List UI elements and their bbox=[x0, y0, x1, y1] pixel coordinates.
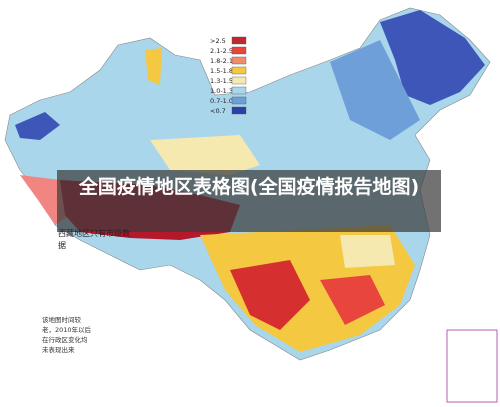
region-mid bbox=[150, 135, 260, 175]
legend-swatch bbox=[231, 56, 247, 65]
legend-label: 1.0-1.3 bbox=[210, 87, 233, 95]
legend-swatch bbox=[231, 96, 247, 105]
note-line: 老，2010年以后 bbox=[42, 326, 92, 334]
legend-label: 1.5-1.8 bbox=[210, 67, 233, 75]
legend-swatch bbox=[231, 86, 247, 95]
legend-label: >2.5 bbox=[210, 37, 226, 45]
legend-swatch bbox=[231, 106, 247, 115]
region-mid bbox=[145, 48, 162, 85]
legend: >2.5 2.1-2.5 1.8-2.1 1.5-1.8 1.3-1.5 1.0-1.3 0… bbox=[210, 36, 247, 115]
legend-swatch bbox=[231, 66, 247, 75]
overlay-title: 全国疫情地区表格图(全国疫情报告地图) bbox=[78, 176, 420, 198]
legend-label: 1.3-1.5 bbox=[210, 77, 233, 85]
region-high bbox=[230, 260, 310, 330]
legend-label: 2.1-2.5 bbox=[210, 47, 233, 55]
note-line: 在行政区变化均 bbox=[42, 336, 88, 344]
region-high bbox=[320, 275, 385, 325]
region-low bbox=[330, 40, 420, 140]
legend-label: <0.7 bbox=[210, 107, 226, 115]
region-low bbox=[15, 112, 60, 140]
annotation: 西藏地区只有市级数据 bbox=[58, 229, 130, 250]
note-line: 未表现出来 bbox=[42, 346, 75, 354]
title-banner bbox=[57, 170, 441, 232]
legend-label: 0.7-1.0 bbox=[210, 97, 233, 105]
inset-frame bbox=[446, 329, 498, 403]
region-mid bbox=[340, 235, 395, 268]
note: 该地图时间较老，2010年以后 在行政区变化均 未表现出来 bbox=[42, 315, 91, 355]
legend-label: 1.8-2.1 bbox=[210, 57, 233, 65]
legend-swatch bbox=[231, 76, 247, 85]
region-low bbox=[380, 10, 485, 105]
note-line: 该地图时间较 bbox=[42, 316, 81, 324]
legend-swatch bbox=[231, 46, 247, 55]
legend-swatch bbox=[231, 36, 247, 45]
